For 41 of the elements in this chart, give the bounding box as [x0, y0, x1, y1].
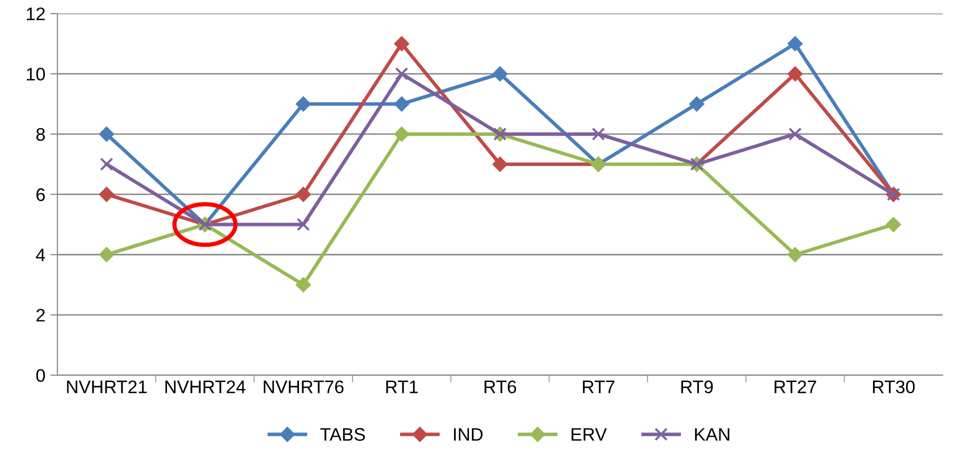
x-tick-label: NVHRT21 [67, 380, 147, 394]
x-tick-label: RT27 [774, 380, 816, 394]
legend-label: ERV [572, 428, 607, 441]
legend-label: KAN [695, 428, 730, 441]
point [886, 216, 902, 232]
y-tick-label: 8 [36, 128, 45, 141]
x-tick-label: NVHRT76 [264, 380, 344, 394]
point [788, 127, 802, 141]
point [492, 66, 508, 82]
y-tick-label: 0 [36, 369, 45, 382]
point [394, 96, 410, 112]
point [394, 126, 410, 142]
x-tick-label: RT30 [873, 380, 915, 394]
legend-label: IND [454, 428, 483, 441]
x-tick-label: RT7 [582, 380, 614, 394]
x-tick-label: NVHRT24 [165, 380, 246, 394]
point [99, 126, 114, 142]
y-tick-label: 12 [26, 7, 45, 20]
point [296, 96, 311, 112]
y-tick-label: 10 [26, 68, 45, 81]
point [592, 127, 605, 141]
point [395, 67, 408, 80]
point [394, 36, 410, 52]
point [788, 36, 803, 52]
point [99, 186, 114, 202]
y-tick-label: 4 [36, 248, 46, 262]
x-tick-label: RT6 [484, 380, 516, 394]
point [788, 66, 803, 82]
point [296, 186, 311, 202]
point [788, 247, 803, 262]
point [296, 277, 311, 292]
y-tick-label: 6 [36, 188, 45, 202]
point [689, 96, 704, 112]
x-tick-label: RT9 [681, 380, 713, 394]
point [99, 247, 114, 262]
y-tick-label: 2 [36, 308, 45, 322]
legend-label: TABS [320, 428, 365, 441]
point [492, 156, 508, 172]
point [100, 158, 114, 171]
point [296, 218, 310, 232]
x-tick-label: RT1 [386, 380, 418, 394]
